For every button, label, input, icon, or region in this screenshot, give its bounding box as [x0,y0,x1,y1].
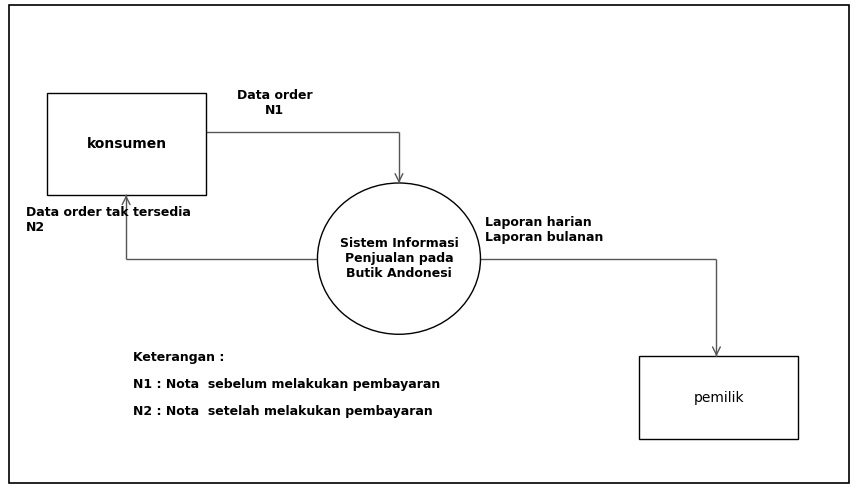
Text: Keterangan :: Keterangan : [133,351,224,365]
Text: N1 : Nota  sebelum melakukan pembayaran: N1 : Nota sebelum melakukan pembayaran [133,378,440,391]
Bar [47,93,206,195]
Text: Sistem Informasi
Penjualan pada
Butik Andonesi: Sistem Informasi Penjualan pada Butik An… [340,237,458,280]
Text: pemilik: pemilik [693,391,744,405]
Text: konsumen: konsumen [87,137,166,151]
Text: Laporan harian
Laporan bulanan: Laporan harian Laporan bulanan [485,216,603,244]
Ellipse shape [317,183,480,334]
Bar [639,356,798,439]
Text: Data order
N1: Data order N1 [237,89,312,117]
Text: N2 : Nota  setelah melakukan pembayaran: N2 : Nota setelah melakukan pembayaran [133,405,432,418]
Text: Data order tak tersedia
N2: Data order tak tersedia N2 [26,206,190,234]
